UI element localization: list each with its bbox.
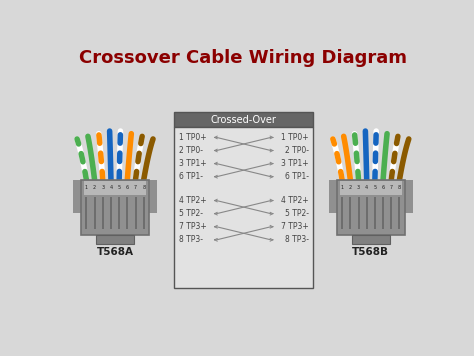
Bar: [81, 180, 149, 235]
Text: Crossover Cable Wiring Diagram: Crossover Cable Wiring Diagram: [79, 49, 407, 67]
Text: 1 TP0+: 1 TP0+: [179, 133, 206, 142]
Text: 6 TP1-: 6 TP1-: [179, 172, 202, 181]
Text: 1: 1: [340, 185, 344, 190]
Bar: [405, 180, 413, 213]
Bar: [84, 181, 146, 195]
Text: 5: 5: [374, 185, 376, 190]
Text: 7 TP3+: 7 TP3+: [281, 222, 309, 231]
Bar: [174, 127, 313, 288]
Bar: [174, 112, 313, 127]
Bar: [329, 180, 337, 213]
Text: 6: 6: [126, 185, 129, 190]
Text: 5 TP2-: 5 TP2-: [285, 209, 309, 218]
Text: 3: 3: [357, 185, 360, 190]
Text: 3 TP1+: 3 TP1+: [281, 159, 309, 168]
Text: 5 TP2-: 5 TP2-: [179, 209, 202, 218]
Text: 6 TP1-: 6 TP1-: [285, 172, 309, 181]
Text: 6: 6: [382, 185, 385, 190]
Text: 8 TP3-: 8 TP3-: [179, 235, 202, 244]
Text: 2 TP0-: 2 TP0-: [179, 146, 202, 155]
Bar: [340, 181, 402, 195]
Text: 7: 7: [390, 185, 393, 190]
Text: 4 TP2+: 4 TP2+: [179, 196, 206, 205]
Text: 8 TP3-: 8 TP3-: [285, 235, 309, 244]
Text: T568B: T568B: [352, 247, 389, 257]
Bar: [73, 180, 81, 213]
Text: 7 TP3+: 7 TP3+: [179, 222, 206, 231]
Text: 8: 8: [398, 185, 401, 190]
Text: 3: 3: [101, 185, 104, 190]
Text: 2 TP0-: 2 TP0-: [285, 146, 309, 155]
Bar: [337, 180, 405, 235]
Text: Crossed-Over: Crossed-Over: [211, 115, 277, 125]
Bar: [352, 235, 390, 245]
Text: 7: 7: [134, 185, 137, 190]
Text: 1 TP0+: 1 TP0+: [281, 133, 309, 142]
Text: 4: 4: [365, 185, 368, 190]
Text: 8: 8: [142, 185, 146, 190]
Text: 1: 1: [85, 185, 88, 190]
Bar: [96, 235, 134, 245]
Text: 4 TP2+: 4 TP2+: [281, 196, 309, 205]
Text: 4: 4: [109, 185, 112, 190]
Text: T568A: T568A: [97, 247, 134, 257]
Text: 3 TP1+: 3 TP1+: [179, 159, 206, 168]
Text: 2: 2: [349, 185, 352, 190]
Text: 2: 2: [93, 185, 96, 190]
Text: 5: 5: [118, 185, 121, 190]
Bar: [149, 180, 157, 213]
